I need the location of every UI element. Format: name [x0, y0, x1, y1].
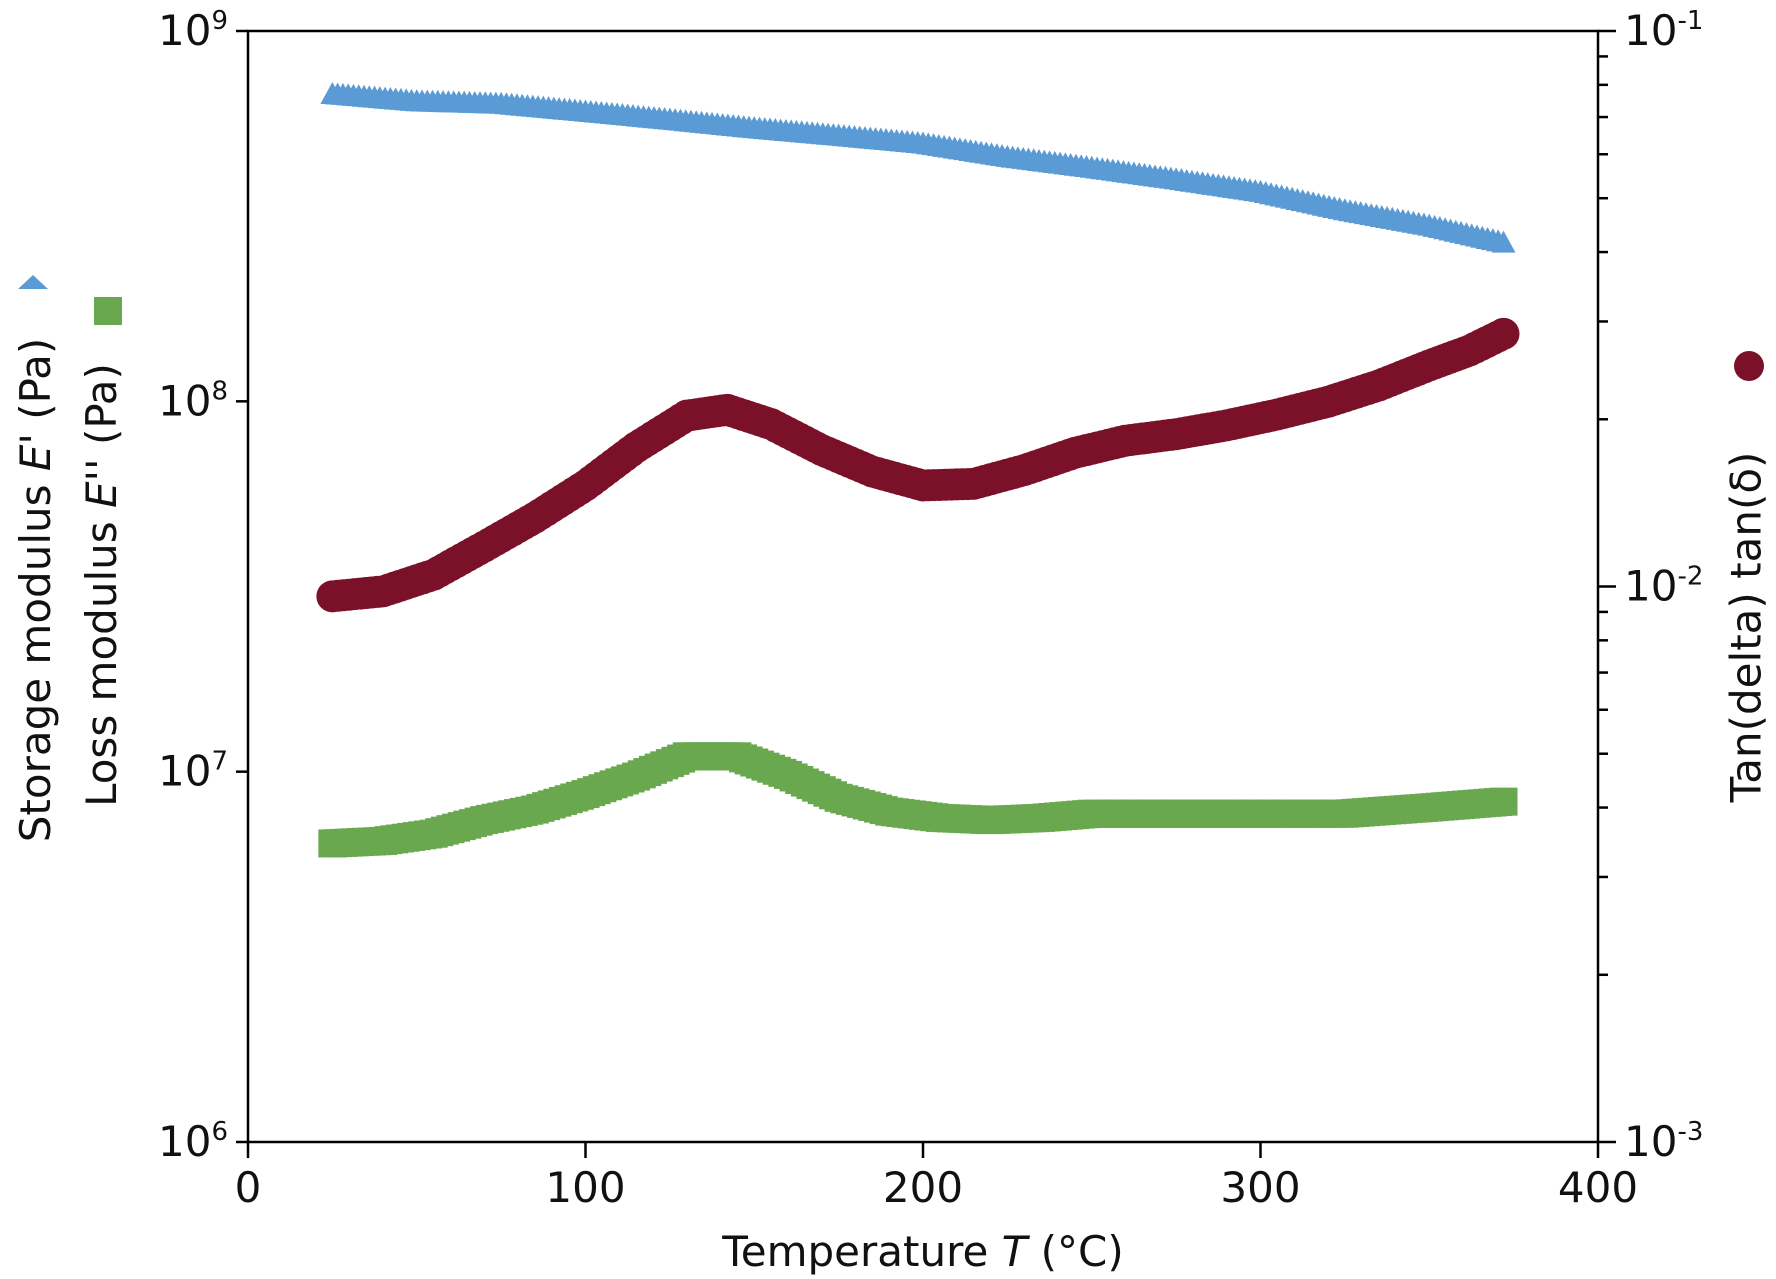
y-right-tick-label: 10-1 — [1624, 6, 1703, 55]
series-layer — [316, 82, 1520, 858]
y-axis-title-storage-modulus: Storage modulus E' (Pa) — [11, 338, 60, 843]
x-tick-label: 100 — [545, 1163, 625, 1212]
series-triangle — [320, 82, 1516, 253]
ticks-layer: 0 100 200 300 400 106 107 108 109 10-3 10-2 10-1 — [158, 6, 1703, 1212]
plot-frame — [246, 29, 1600, 1144]
y-left-tick-label: 108 — [158, 376, 228, 425]
data-point — [1487, 317, 1520, 350]
y-axis-title-tan-delta: Tan(delta) tan(δ) — [1722, 452, 1771, 804]
storage-modulus-legend-marker — [18, 275, 48, 289]
y-left-tick-label: 107 — [158, 747, 228, 796]
loss-modulus-legend-marker — [94, 297, 122, 325]
tan-delta-legend-marker — [1734, 351, 1764, 381]
x-tick-label: 200 — [883, 1163, 963, 1212]
data-point — [1489, 787, 1518, 816]
y-left-tick-label: 109 — [158, 6, 228, 55]
x-tick-label: 300 — [1220, 1163, 1300, 1212]
x-tick-label: 0 — [235, 1163, 262, 1212]
x-axis-title: Temperature T (°C) — [721, 1227, 1124, 1276]
y-right-tick-label: 10-3 — [1624, 1117, 1703, 1166]
y-left-tick-label: 106 — [158, 1117, 228, 1166]
series-circle — [316, 317, 1520, 613]
y-right-tick-label: 10-2 — [1624, 562, 1703, 611]
x-tick-label: 400 — [1558, 1163, 1638, 1212]
data-point — [1491, 230, 1516, 253]
y-axis-title-loss-modulus: Loss modulus E'' (Pa) — [77, 363, 126, 807]
series-square — [318, 742, 1518, 858]
